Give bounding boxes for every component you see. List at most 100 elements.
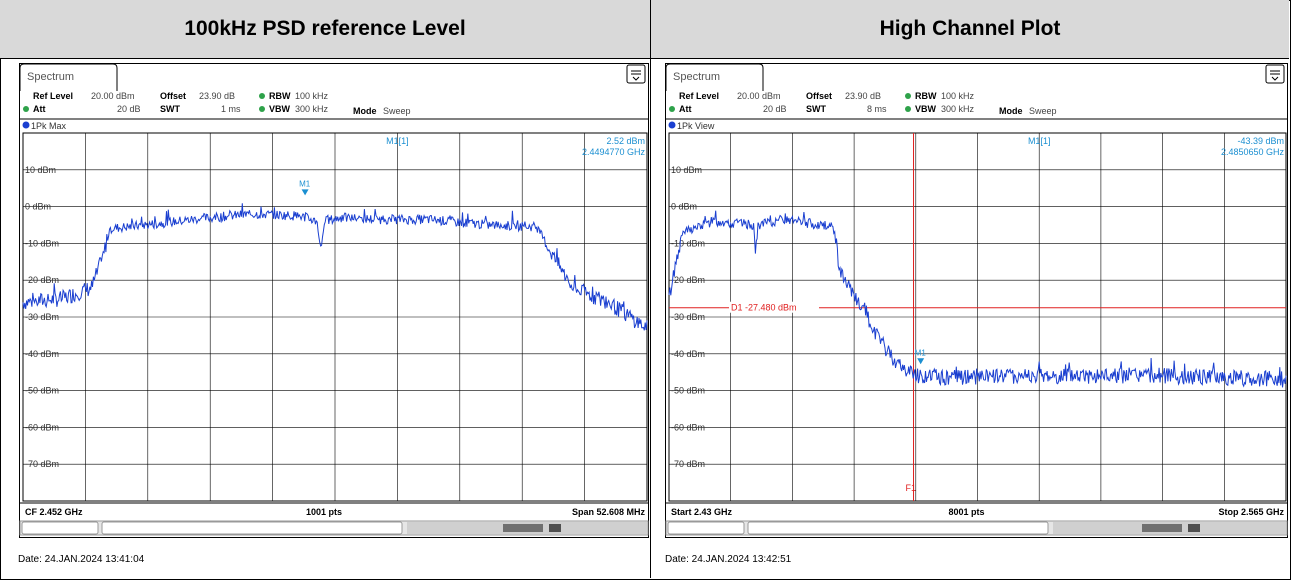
swt-value: 8 ms [867,104,887,114]
y-tick-label: -70 dBm [25,459,59,469]
att-coupled-dot [669,106,675,112]
y-tick-label: -40 dBm [25,349,59,359]
offset-label: Offset [806,91,832,101]
vbw-coupled-dot [259,106,265,112]
ref-level-value: 20.00 dBm [91,91,135,101]
trace-indicator-dot [668,121,676,129]
marker-readout-frequency: 2.4494770 GHz [582,147,646,157]
att-value: 20 dB [117,104,141,114]
status-field-1 [21,521,99,535]
left-header: 100kHz PSD reference Level [0,0,651,59]
rbw-label: RBW [915,91,937,101]
offset-value: 23.90 dB [199,91,235,101]
spectrum-screen-right: Spectrum Ref Level 20.00 dBm Offset 23.90 dB… [665,63,1288,538]
y-tick-label: 0 dBm [25,202,51,212]
swt-label: SWT [160,104,180,114]
footer-center-label: 8001 pts [948,507,984,517]
y-tick-label: -40 dBm [671,349,705,359]
footer-left-label: Start 2.43 GHz [671,507,733,517]
att-value: 20 dB [763,104,787,114]
display-line-label-bg [729,301,819,313]
rbw-coupled-dot [905,93,911,99]
att-coupled-dot [23,106,29,112]
footer-right-label: Stop 2.565 GHz [1218,507,1284,517]
status-field-2 [101,521,403,535]
right-analyzer-panel: Spectrum Ref Level 20.00 dBm Offset 23.90 dB… [651,59,1289,578]
mode-value: Sweep [383,106,411,116]
mode-label: Mode [999,106,1023,116]
y-tick-label: 10 dBm [25,165,56,175]
y-tick-label: -30 dBm [671,312,705,322]
footer-center-label: 1001 pts [306,507,342,517]
y-tick-label: -20 dBm [25,275,59,285]
y-tick-label: 0 dBm [671,202,697,212]
capture-date-left: Date: 24.JAN.2024 13:41:04 [18,554,145,565]
rbw-label: RBW [269,91,291,101]
trace-line [22,203,648,331]
offset-value: 23.90 dB [845,91,881,101]
status-field-1 [667,521,745,535]
marker-m1-triangle [301,189,309,196]
marker-readout-level: -43.39 dBm [1237,136,1284,146]
ref-level-label: Ref Level [679,91,719,101]
column-divider [650,0,651,578]
y-tick-label: 10 dBm [671,165,702,175]
marker-readout-name: M1[1] [386,136,409,146]
y-tick-label: -10 dBm [671,238,705,248]
status-indicator-icon [1188,524,1200,532]
footer-left-label: CF 2.452 GHz [25,507,83,517]
vbw-value: 300 kHz [295,104,329,114]
vbw-coupled-dot [905,106,911,112]
vbw-label: VBW [269,104,291,114]
y-tick-label: -50 dBm [25,386,59,396]
trace-label: 1Pk View [677,121,715,131]
marker-readout-frequency: 2.4850650 GHz [1221,147,1285,157]
y-tick-label: -30 dBm [25,312,59,322]
y-tick-label: -60 dBm [671,422,705,432]
spectrum-tab [19,63,118,91]
y-tick-label: -20 dBm [671,275,705,285]
rbw-value: 100 kHz [941,91,975,101]
vbw-label: VBW [915,104,937,114]
mode-label: Mode [353,106,377,116]
spectrum-screen-left: Spectrum Ref Level 20.00 dBm Offset 23.90 dB… [19,63,649,538]
att-label: Att [679,104,692,114]
trace-label: 1Pk Max [31,121,67,131]
swt-value: 1 ms [221,104,241,114]
capture-date-right: Date: 24.JAN.2024 13:42:51 [665,554,792,565]
spectrum-tab [665,63,764,91]
marker-m1-label: M1 [915,348,927,357]
rbw-value: 100 kHz [295,91,329,101]
progress-indicator [503,524,543,532]
ref-level-label: Ref Level [33,91,73,101]
trace-line [668,210,1287,388]
y-tick-label: -70 dBm [671,459,705,469]
marker-m1-label: M1 [299,179,311,188]
marker-m1-triangle [917,358,925,365]
swt-label: SWT [806,104,826,114]
status-field-2 [747,521,1049,535]
menu-icon-glyph [631,70,641,81]
frequency-line-label: F1 [906,483,917,493]
offset-label: Offset [160,91,186,101]
progress-indicator [1142,524,1182,532]
ref-level-value: 20.00 dBm [737,91,781,101]
left-analyzer-panel: Spectrum Ref Level 20.00 dBm Offset 23.90 dB… [0,59,650,578]
rbw-coupled-dot [259,93,265,99]
status-indicator-icon [549,524,561,532]
marker-readout-level: 2.52 dBm [606,136,645,146]
display-line-label: D1 -27.480 dBm [731,303,797,313]
mode-value: Sweep [1029,106,1057,116]
spectrum-tab-label: Spectrum [27,71,74,83]
y-tick-label: -10 dBm [25,238,59,248]
att-label: Att [33,104,46,114]
y-tick-label: -60 dBm [25,422,59,432]
footer-right-label: Span 52.608 MHz [572,507,646,517]
right-header: High Channel Plot [651,0,1289,59]
trace-indicator-dot [22,121,30,129]
marker-readout-name: M1[1] [1028,136,1051,146]
menu-icon-glyph [1270,70,1280,81]
y-tick-label: -50 dBm [671,386,705,396]
spectrum-tab-label: Spectrum [673,71,720,83]
vbw-value: 300 kHz [941,104,975,114]
